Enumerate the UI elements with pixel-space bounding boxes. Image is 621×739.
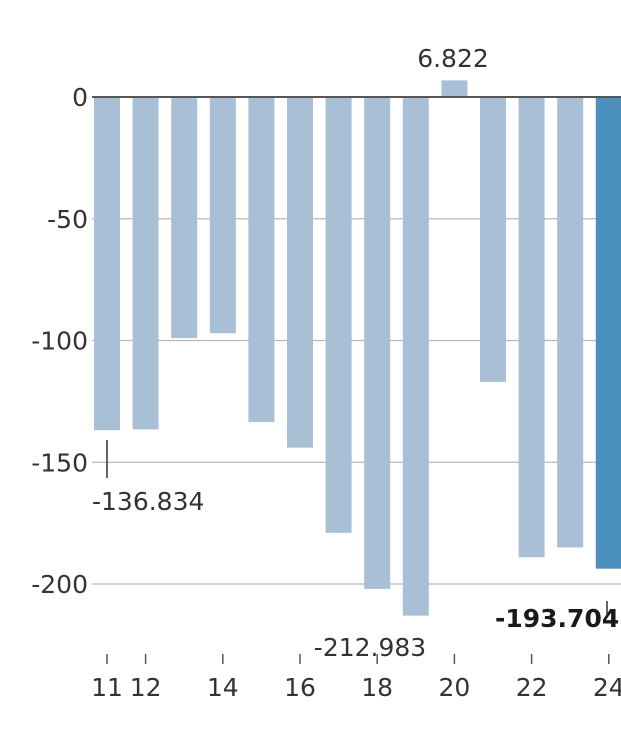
y-tick-label: -150: [31, 448, 88, 477]
bar-24: [595, 97, 621, 569]
data-label-20: 6.822: [417, 44, 489, 73]
axes: 0 -50 -100 -150 -200 11 12 14 16 18 20 22 24: [31, 83, 621, 702]
bar-13: [171, 97, 198, 339]
data-labels: -136.834 -212.983 6.822 -193.704: [92, 44, 619, 662]
bar-22: [518, 97, 545, 558]
bar-17: [325, 97, 352, 533]
x-tick-label: 18: [361, 673, 393, 702]
bar-15: [248, 97, 275, 423]
bar-18: [364, 97, 391, 589]
bar-23: [557, 97, 584, 548]
y-tick-label: -100: [31, 327, 88, 356]
x-tick-label: 20: [438, 673, 470, 702]
bar-14: [209, 97, 236, 334]
x-tick-label: 14: [207, 673, 239, 702]
y-tick-label: -200: [31, 570, 88, 599]
y-tick-label: 0: [72, 83, 88, 112]
bar-19: [402, 97, 429, 616]
x-tick-label: 22: [516, 673, 548, 702]
data-label-11: -136.834: [92, 487, 204, 516]
bar-11: [94, 97, 120, 431]
y-tick-label: -50: [47, 205, 88, 234]
bar-16: [287, 97, 313, 448]
data-label-19: -212.983: [314, 633, 426, 662]
bar-21: [480, 97, 506, 382]
x-tick-label: 11: [91, 673, 123, 702]
data-label-24: -193.704: [495, 604, 619, 633]
x-tick-label: 12: [130, 673, 162, 702]
bars: [94, 80, 621, 616]
x-tick-label: 16: [284, 673, 316, 702]
bar-12: [132, 97, 159, 430]
bar-20: [441, 80, 468, 97]
x-tick-label: 24: [593, 673, 621, 702]
